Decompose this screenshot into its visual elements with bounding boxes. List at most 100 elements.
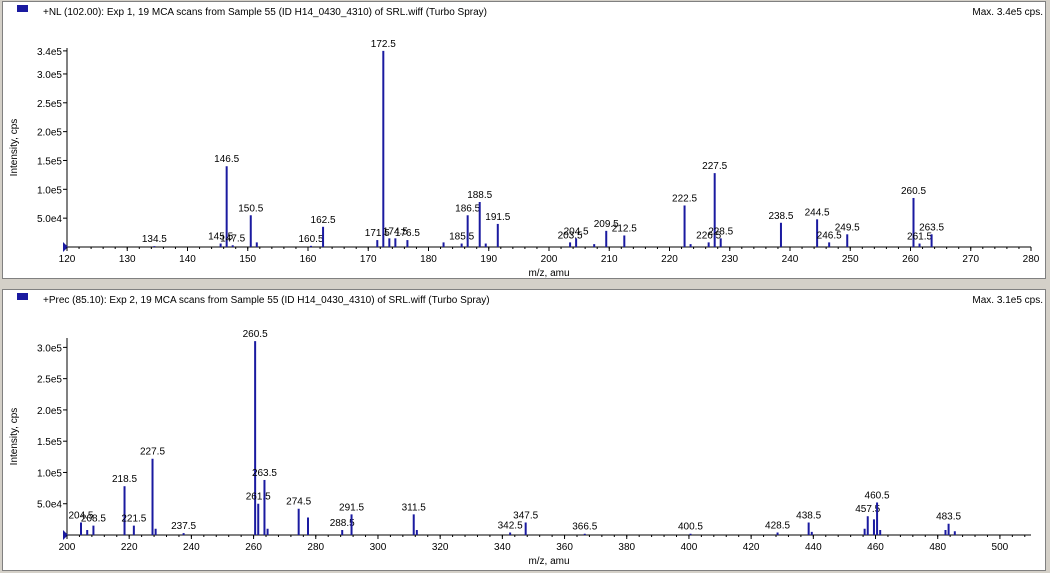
x-tick-label: 280: [1023, 254, 1040, 265]
peak-label: 260.5: [901, 186, 926, 197]
y-tick-label: 1.0e5: [37, 468, 62, 479]
peak-label: 460.5: [865, 490, 890, 501]
peak-label: 145.5: [208, 232, 233, 243]
y-axis-label: Intensity, cps: [9, 119, 20, 177]
panel-separator: [0, 280, 1050, 288]
y-tick-label: 5.0e4: [37, 214, 62, 225]
y-tick-label: 1.0e5: [37, 185, 62, 196]
peak-label: 228.5: [708, 226, 733, 237]
x-tick-label: 200: [541, 254, 558, 265]
peak-label: 260.5: [243, 329, 268, 340]
x-tick-label: 140: [179, 254, 196, 265]
peak-label: 218.5: [112, 474, 137, 485]
peak-label: 171.5: [365, 228, 390, 239]
peak-label: 150.5: [238, 203, 263, 214]
x-tick-label: 240: [183, 542, 200, 553]
peak-label: 438.5: [796, 510, 821, 521]
peak-label: 274.5: [286, 497, 311, 508]
peak-label: 457.5: [855, 504, 880, 515]
chart-title: +NL (102.00): Exp 1, 19 MCA scans from S…: [43, 7, 487, 18]
x-tick-label: 220: [661, 254, 678, 265]
x-tick-label: 280: [307, 542, 324, 553]
peak-label: 172.5: [371, 39, 396, 50]
peak-label: 244.5: [805, 207, 830, 218]
x-tick-label: 150: [239, 254, 256, 265]
x-tick-label: 180: [420, 254, 437, 265]
y-tick-label: 3.0e5: [37, 343, 62, 354]
peak-label: 263.5: [919, 222, 944, 233]
x-tick-label: 420: [743, 542, 760, 553]
x-tick-label: 130: [119, 254, 136, 265]
peak-label: 160.5: [298, 234, 323, 245]
spectrum-panel-nl[interactable]: +NL (102.00): Exp 1, 19 MCA scans from S…: [2, 1, 1046, 279]
peak-label: 147.5: [220, 233, 245, 244]
y-tick-label: 5.0e4: [37, 500, 62, 511]
peak-label: 212.5: [612, 223, 637, 234]
chart-marker-icon: [17, 5, 28, 12]
axis-origin-marker: [63, 242, 68, 252]
x-tick-label: 320: [432, 542, 449, 553]
peak-label: 204.5: [68, 510, 93, 521]
peak-label: 249.5: [835, 222, 860, 233]
chart-marker-icon: [17, 293, 28, 300]
y-tick-label: 2.0e5: [37, 128, 62, 139]
x-tick-label: 360: [556, 542, 573, 553]
spectrum-panel-prec[interactable]: +Prec (85.10): Exp 2, 19 MCA scans from …: [2, 289, 1046, 571]
axis-origin-marker: [63, 530, 68, 540]
peak-label: 238.5: [768, 211, 793, 222]
y-tick-label: 2.0e5: [37, 406, 62, 417]
peak-label: 263.5: [252, 468, 277, 479]
x-tick-label: 230: [721, 254, 738, 265]
peak-label: 209.5: [594, 219, 619, 230]
x-tick-label: 380: [618, 542, 635, 553]
x-tick-label: 480: [929, 542, 946, 553]
x-tick-label: 460: [867, 542, 884, 553]
peak-label: 222.5: [672, 193, 697, 204]
x-axis-label: m/z, amu: [528, 268, 569, 278]
chart-max-label: Max. 3.1e5 cps.: [972, 295, 1043, 306]
peak-label: 188.5: [467, 190, 492, 201]
x-tick-label: 190: [480, 254, 497, 265]
chart-max-label: Max. 3.4e5 cps.: [972, 7, 1043, 18]
spectrum-chart-prec: +Prec (85.10): Exp 2, 19 MCA scans from …: [9, 293, 1043, 567]
peak-label: 291.5: [339, 502, 364, 513]
peak-label: 208.5: [81, 514, 106, 525]
peak-label: 186.5: [455, 203, 480, 214]
x-tick-label: 120: [59, 254, 76, 265]
x-tick-label: 170: [360, 254, 377, 265]
x-tick-label: 220: [121, 542, 138, 553]
peak-label: 246.5: [817, 230, 842, 241]
x-tick-label: 240: [782, 254, 799, 265]
x-tick-label: 210: [601, 254, 618, 265]
x-tick-label: 250: [842, 254, 859, 265]
peak-label: 261.5: [907, 232, 932, 243]
peak-label: 191.5: [485, 212, 510, 223]
peak-label: 342.5: [498, 520, 523, 531]
peak-label: 261.5: [246, 492, 271, 503]
peak-label: 176.5: [395, 228, 420, 239]
peak-label: 400.5: [678, 522, 703, 533]
peak-label: 227.5: [702, 161, 727, 172]
peak-label: 221.5: [121, 514, 146, 525]
y-tick-label: 1.5e5: [37, 437, 62, 448]
peak-label: 227.5: [140, 447, 165, 458]
peak-label: 134.5: [142, 234, 167, 245]
x-tick-label: 300: [370, 542, 387, 553]
peak-label: 483.5: [936, 512, 961, 523]
peak-label: 226.5: [696, 230, 721, 241]
peak-label: 162.5: [311, 215, 336, 226]
x-tick-label: 340: [494, 542, 511, 553]
x-tick-label: 440: [805, 542, 822, 553]
y-axis-label: Intensity, cps: [9, 408, 20, 466]
chart-title: +Prec (85.10): Exp 2, 19 MCA scans from …: [43, 295, 490, 306]
x-axis-label: m/z, amu: [528, 556, 569, 567]
peak-label: 311.5: [402, 502, 427, 513]
peak-label: 185.5: [449, 232, 474, 243]
y-tick-label: 2.5e5: [37, 99, 62, 110]
peak-label: 203.5: [558, 230, 583, 241]
peak-label: 146.5: [214, 154, 239, 165]
x-tick-label: 200: [59, 542, 76, 553]
spectrum-chart-nl: +NL (102.00): Exp 1, 19 MCA scans from S…: [9, 5, 1043, 278]
x-tick-label: 160: [300, 254, 317, 265]
peak-label: 347.5: [513, 510, 538, 521]
